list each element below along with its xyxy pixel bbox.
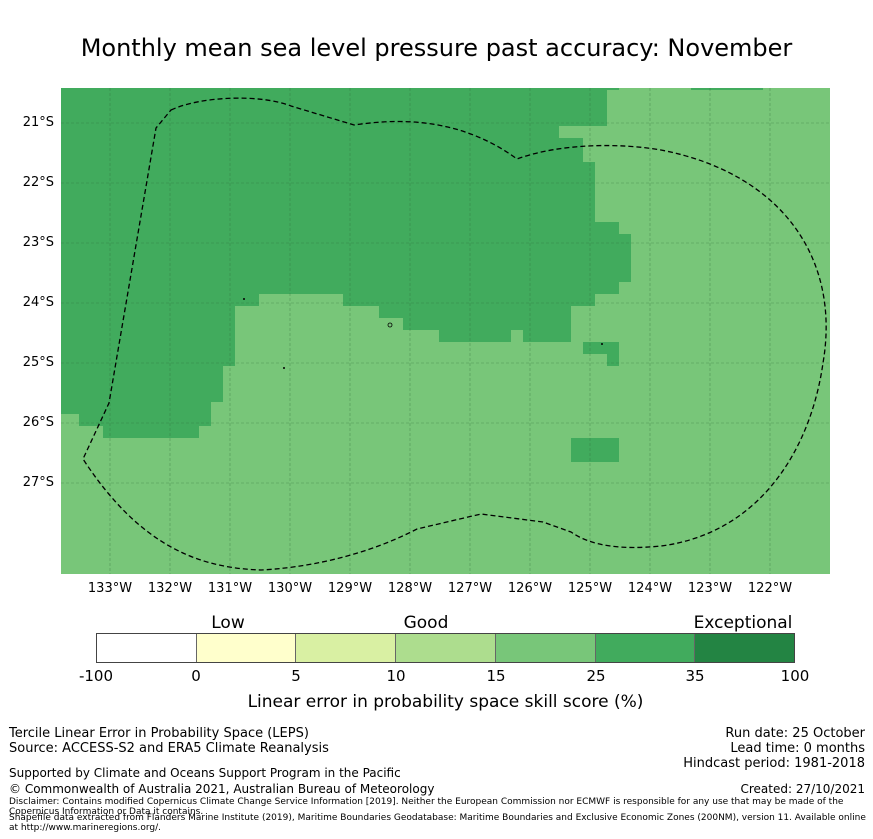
skill-patch <box>583 342 619 354</box>
colorbar-label: Linear error in probability space skill … <box>247 692 644 712</box>
lat-label: 22°S <box>22 175 54 190</box>
skill-patch <box>571 438 619 462</box>
colorbar-tick: 25 <box>586 667 606 685</box>
run-date: Run date: 25 October <box>725 726 865 741</box>
created-date: Created: 27/10/2021 <box>740 782 865 796</box>
lon-label: 133°W <box>87 581 133 596</box>
lon-label: 128°W <box>387 581 433 596</box>
colorbar-tick: 15 <box>486 667 506 685</box>
colorbar-swatch <box>495 634 596 662</box>
skill-map <box>61 88 830 574</box>
skill-patch <box>607 354 619 366</box>
lon-label: 126°W <box>507 581 553 596</box>
lon-label: 122°W <box>747 581 793 596</box>
colorbar <box>96 633 795 663</box>
colorbar-tick: 100 <box>780 667 810 685</box>
legend-category-good: Good <box>403 613 449 633</box>
colorbar-tick: -100 <box>78 667 114 685</box>
lat-label: 24°S <box>22 295 54 310</box>
colorbar-swatch <box>97 634 197 662</box>
colorbar-tick: 10 <box>386 667 406 685</box>
lon-label: 132°W <box>147 581 193 596</box>
skill-patch <box>691 88 763 90</box>
lat-label: 26°S <box>22 415 54 430</box>
colorbar-tick: 5 <box>291 667 301 685</box>
lat-label: 21°S <box>22 115 54 130</box>
gridlines <box>61 88 830 574</box>
lon-label: 123°W <box>687 581 733 596</box>
colorbar-swatch <box>396 634 496 662</box>
lon-label: 129°W <box>327 581 373 596</box>
footer-copyright: © Commonwealth of Australia 2021, Austra… <box>9 782 435 796</box>
colorbar-swatch <box>196 634 297 662</box>
island-marker <box>601 343 603 345</box>
colorbar-swatch <box>695 634 795 662</box>
colorbar-swatch <box>595 634 696 662</box>
footer-method: Tercile Linear Error in Probability Spac… <box>9 726 309 741</box>
lat-label: 23°S <box>22 235 54 250</box>
hindcast-period: Hindcast period: 1981-2018 <box>683 756 865 771</box>
lead-time: Lead time: 0 months <box>730 741 865 756</box>
page-title: Monthly mean sea level pressure past acc… <box>80 34 793 62</box>
eez-boundary <box>82 97 827 571</box>
footer-source: Source: ACCESS-S2 and ERA5 Climate Reana… <box>9 741 329 756</box>
lat-label: 25°S <box>22 355 54 370</box>
lon-label: 127°W <box>447 581 493 596</box>
colorbar-tick: 35 <box>685 667 705 685</box>
island-marker <box>283 367 285 369</box>
island-marker <box>243 298 245 300</box>
island-marker <box>387 322 393 328</box>
legend-category-exceptional: Exceptional <box>693 613 793 633</box>
shapefile-credit: Shapefile data extracted from Flanders M… <box>9 813 866 833</box>
lon-label: 124°W <box>627 581 673 596</box>
skill-area-high <box>61 88 631 438</box>
lon-label: 125°W <box>567 581 613 596</box>
disclaimer: Disclaimer: Contains modified Copernicus… <box>9 797 844 817</box>
lat-label: 27°S <box>22 475 54 490</box>
colorbar-tick: 0 <box>191 667 201 685</box>
lon-label: 130°W <box>267 581 313 596</box>
legend-category-low: Low <box>211 613 245 633</box>
colorbar-swatch <box>296 634 397 662</box>
lon-label: 131°W <box>207 581 253 596</box>
footer-support: Supported by Climate and Oceans Support … <box>9 766 401 780</box>
